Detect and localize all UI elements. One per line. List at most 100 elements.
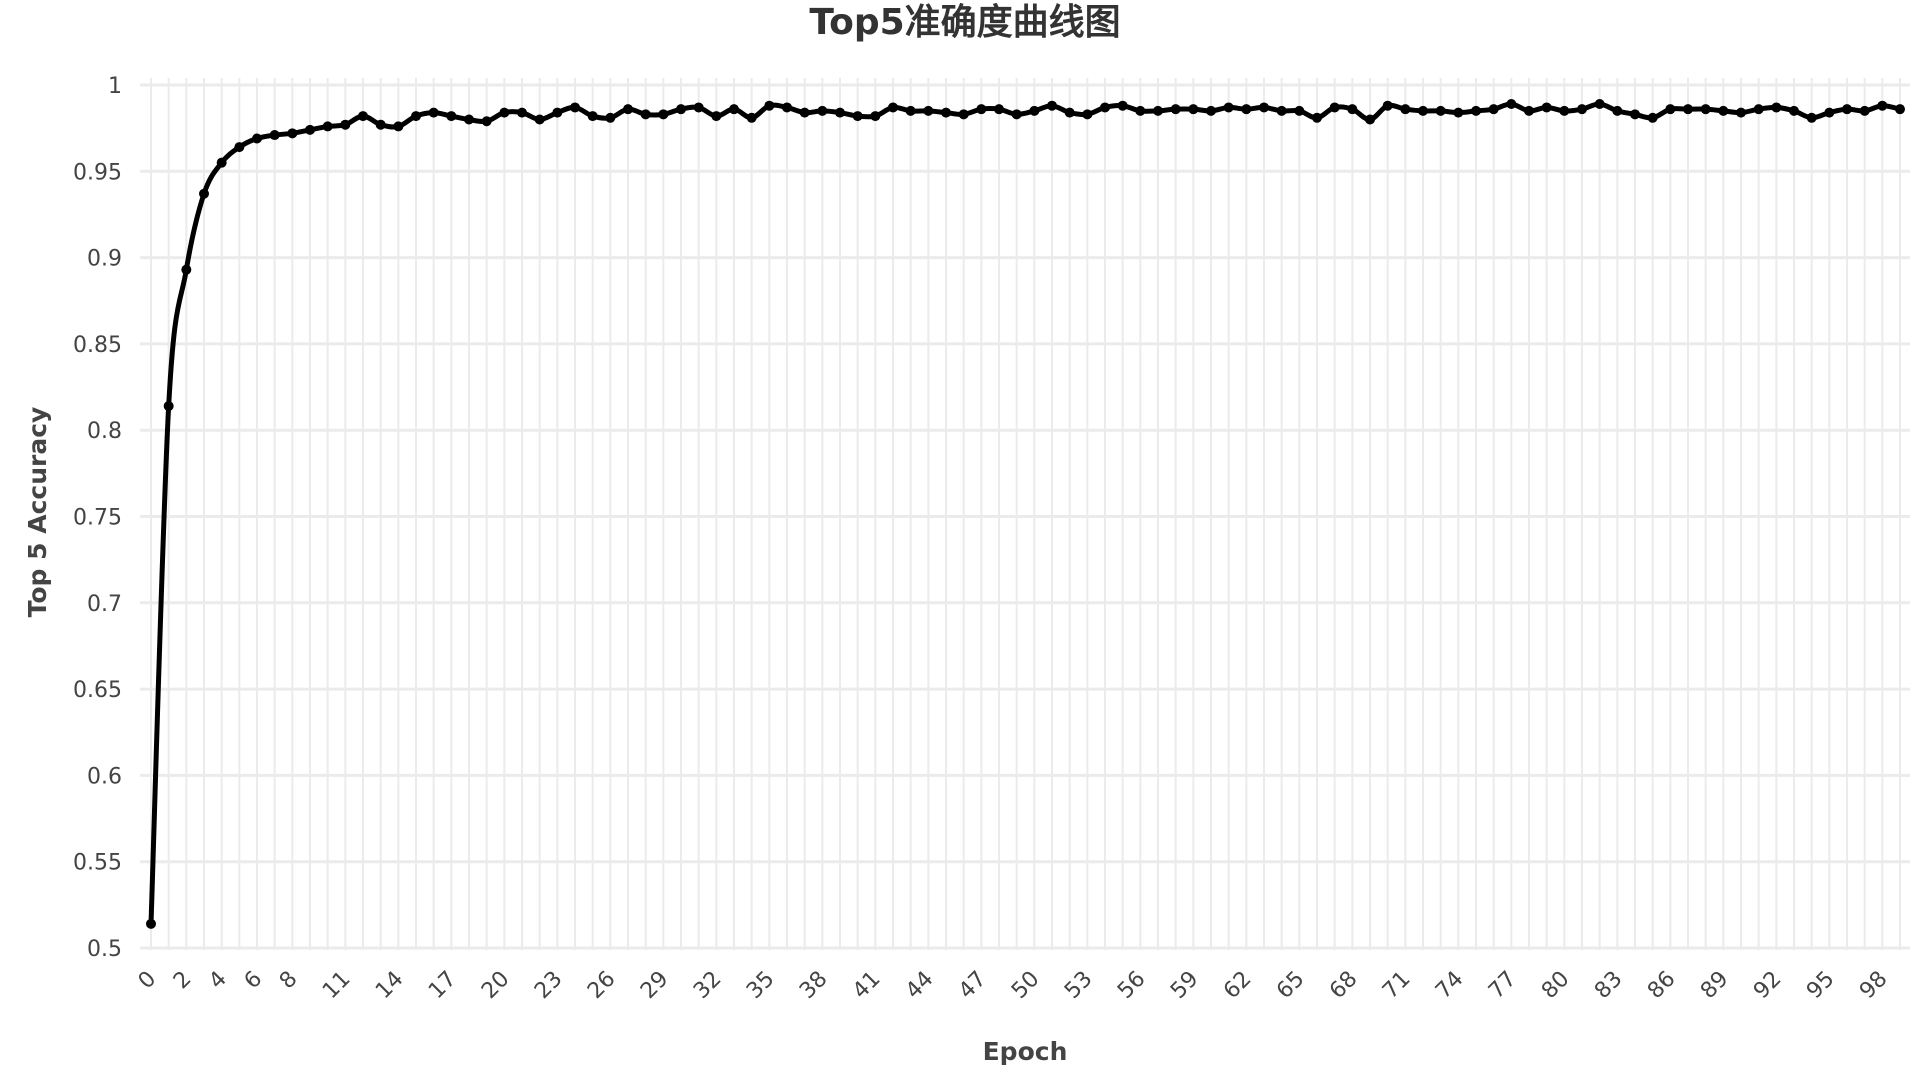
data-point: [1153, 105, 1163, 116]
data-point: [1877, 100, 1888, 111]
x-tick-label: 38: [795, 967, 832, 1004]
x-tick-label: 26: [583, 967, 620, 1004]
x-tick-label: 20: [477, 967, 514, 1004]
data-point: [1294, 105, 1305, 116]
grid: [140, 78, 1910, 950]
series-accuracy: [146, 98, 1905, 929]
data-point: [1771, 102, 1782, 113]
data-point: [1170, 104, 1181, 115]
data-point: [446, 111, 457, 122]
data-point: [411, 111, 421, 122]
data-point: [1753, 104, 1764, 115]
data-point: [923, 105, 934, 116]
data-point: [711, 111, 722, 122]
data-point: [181, 264, 192, 275]
data-point: [1718, 105, 1729, 116]
data-point: [552, 107, 563, 118]
x-tick-label: 4: [204, 967, 232, 995]
x-axis-title: Epoch: [983, 1037, 1068, 1066]
data-point: [1647, 112, 1658, 123]
data-point: [216, 157, 227, 168]
x-tick-label: 32: [689, 967, 726, 1004]
data-point: [605, 112, 616, 123]
data-point: [1859, 105, 1870, 116]
x-tick-label: 41: [848, 967, 885, 1004]
x-tick-label: 83: [1590, 967, 1627, 1004]
data-point: [835, 107, 845, 118]
data-point: [1082, 109, 1093, 120]
data-point: [322, 121, 333, 132]
data-point: [1506, 98, 1517, 109]
y-tick-label: 0.9: [87, 247, 122, 272]
data-point: [746, 112, 757, 123]
x-tick-label: 8: [275, 967, 303, 995]
data-point: [464, 114, 474, 125]
data-point: [1541, 102, 1552, 113]
data-point: [1047, 100, 1057, 111]
data-point: [1630, 109, 1640, 120]
data-point: [1135, 105, 1146, 116]
x-tick-label: 59: [1166, 967, 1203, 1004]
data-point: [817, 105, 828, 116]
data-point: [888, 102, 898, 113]
x-tick-label: 35: [742, 967, 779, 1004]
data-point: [1683, 104, 1693, 115]
data-point: [994, 104, 1004, 115]
x-axis-ticks: 0 2 4 6 8 11 14 17 20 23 26 29 32 35 38 41 44 47 50 53 56 59 6…: [134, 967, 1893, 1004]
data-point: [1824, 107, 1835, 118]
data-point: [287, 128, 298, 139]
data-point: [1100, 102, 1110, 113]
data-point: [1435, 105, 1446, 116]
y-tick-label: 0.75: [73, 506, 122, 531]
x-tick-label: 29: [636, 967, 673, 1004]
data-point: [1011, 109, 1022, 120]
data-point: [1559, 105, 1570, 116]
data-point: [782, 102, 792, 113]
data-point: [676, 104, 686, 115]
data-point: [146, 918, 156, 929]
data-point: [340, 119, 351, 130]
x-tick-label: 74: [1431, 967, 1468, 1004]
data-point: [199, 188, 209, 199]
data-point: [693, 102, 704, 113]
data-point: [1665, 104, 1676, 115]
data-point: [1736, 107, 1746, 118]
data-point: [481, 116, 492, 127]
data-point: [534, 114, 545, 125]
data-point: [958, 109, 969, 120]
data-point: [941, 107, 951, 118]
y-axis-ticks: 0.5 0.55 0.6 0.65 0.7 0.75 0.8 0.85 0.9 0.95 1: [73, 74, 122, 962]
data-point: [375, 119, 386, 130]
x-tick-label: 53: [1060, 967, 1097, 1004]
data-point: [1806, 112, 1817, 123]
x-tick-label: 0: [134, 967, 162, 995]
x-tick-label: 50: [1007, 967, 1044, 1004]
data-point: [658, 109, 669, 120]
series-points: [146, 98, 1905, 929]
data-point: [1471, 105, 1481, 116]
series-line: [148, 101, 1903, 927]
data-point: [976, 104, 987, 115]
x-tick-label: 71: [1378, 967, 1415, 1004]
data-point: [252, 133, 262, 144]
data-point: [1524, 105, 1534, 116]
data-point: [1259, 102, 1269, 113]
y-axis-title: Top 5 Accuracy: [23, 407, 52, 618]
y-tick-label: 0.5: [87, 937, 122, 962]
data-point: [1789, 105, 1799, 116]
data-point: [1365, 114, 1375, 125]
data-point: [799, 107, 810, 118]
y-tick-label: 0.55: [73, 851, 122, 876]
data-point: [570, 102, 580, 113]
x-tick-label: 23: [530, 967, 567, 1004]
x-tick-label: 6: [240, 967, 268, 995]
data-point: [1223, 102, 1234, 113]
data-point: [1312, 112, 1322, 123]
y-tick-label: 0.6: [87, 764, 122, 789]
data-point: [729, 104, 739, 115]
data-point: [764, 100, 775, 111]
data-point: [1418, 105, 1428, 116]
x-tick-label: 14: [371, 967, 408, 1004]
data-point: [1400, 104, 1411, 115]
